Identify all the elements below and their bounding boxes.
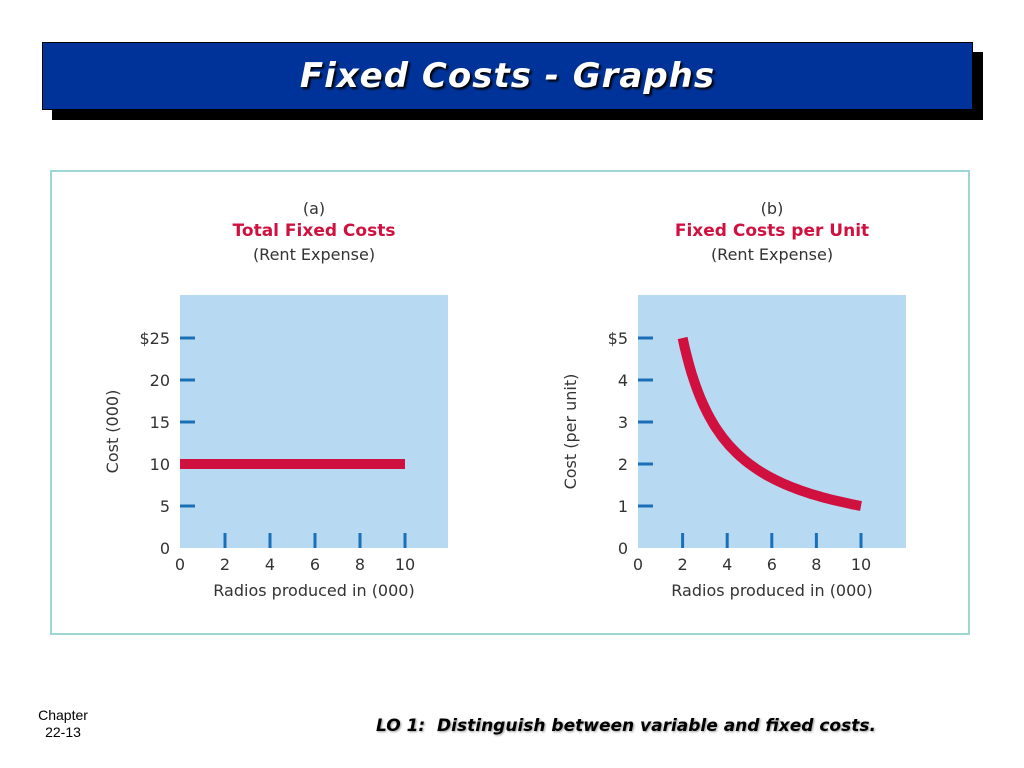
chapter-label: Chapter 22-13 (30, 707, 96, 741)
x-tick-label: 2 (220, 555, 230, 574)
chart-subtitle: (Rent Expense) (711, 245, 833, 264)
series-line (677, 336, 862, 511)
plot-area (180, 295, 448, 548)
chart-title: Total Fixed Costs (233, 221, 396, 241)
x-tick-label: 10 (395, 555, 415, 574)
y-axis-label: Cost (000) (103, 390, 122, 474)
x-tick-label: 10 (851, 555, 871, 574)
y-tick-label: 2 (618, 455, 628, 474)
panel-label: (b) (761, 199, 784, 218)
title-bar: Fixed Costs - Graphs (42, 42, 973, 110)
y-tick-label: 3 (618, 413, 628, 432)
slide-title: Fixed Costs - Graphs (299, 56, 716, 96)
chart-title: Fixed Costs per Unit (675, 221, 869, 241)
chapter-line1: Chapter (38, 707, 88, 723)
x-tick-label: 0 (175, 555, 185, 574)
x-axis-label: Radios produced in (000) (213, 581, 414, 600)
x-tick-label: 6 (767, 555, 777, 574)
x-tick-label: 6 (310, 555, 320, 574)
panel-label: (a) (303, 199, 325, 218)
x-tick-label: 4 (265, 555, 275, 574)
chapter-number: 22-13 (45, 724, 81, 740)
y-tick-label: 5 (160, 497, 170, 516)
x-tick-label: 4 (722, 555, 732, 574)
chart-subtitle: (Rent Expense) (253, 245, 375, 264)
y-axis-label: Cost (per unit) (561, 374, 580, 490)
figure-frame (50, 170, 970, 635)
learning-objective: LO 1: Distinguish between variable and f… (376, 716, 876, 736)
x-tick-label: 8 (355, 555, 365, 574)
y-tick-label: 20 (150, 371, 170, 390)
y-tick-label: $25 (139, 329, 170, 348)
y-tick-label: 15 (150, 413, 170, 432)
y-tick-label: 0 (618, 539, 628, 558)
y-tick-label: $5 (608, 329, 628, 348)
chart-a: (a) Total Fixed Costs (Rent Expense) 0 5 10 15… (103, 199, 448, 600)
y-tick-label: 1 (618, 497, 628, 516)
x-tick-label: 8 (811, 555, 821, 574)
y-tick-label: 0 (160, 539, 170, 558)
y-tick-label: 4 (618, 371, 628, 390)
chart-b: (b) Fixed Costs per Unit (Rent Expense) 0 1 2… (561, 199, 906, 600)
y-tick-label: 10 (150, 455, 170, 474)
x-tick-label: 0 (633, 555, 643, 574)
x-axis-label: Radios produced in (000) (671, 581, 872, 600)
x-tick-label: 2 (678, 555, 688, 574)
plot-area (638, 295, 906, 548)
